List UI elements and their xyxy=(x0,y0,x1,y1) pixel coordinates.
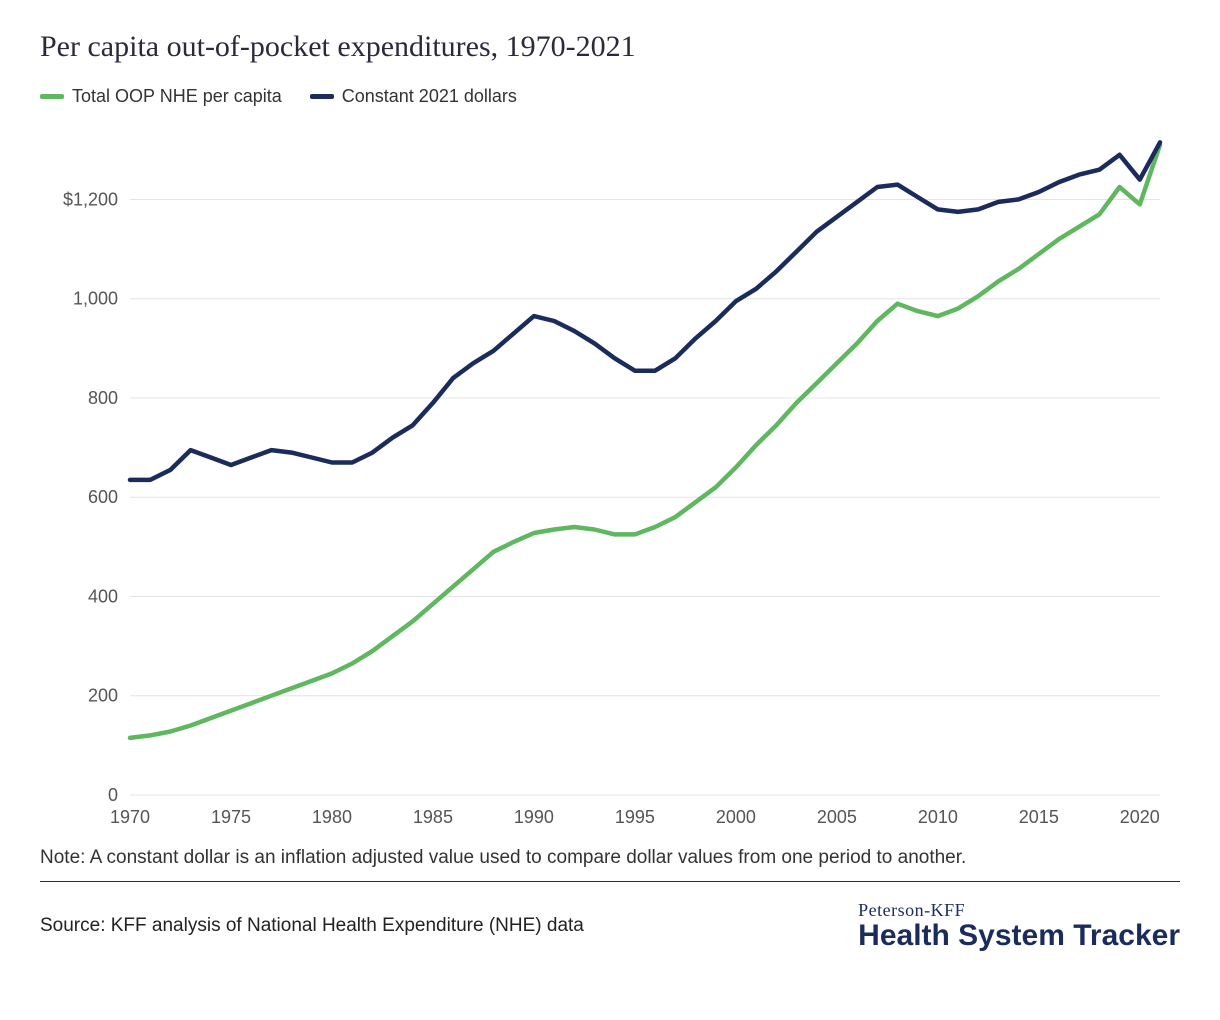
brand-main: Health System Tracker xyxy=(858,921,1180,951)
svg-text:0: 0 xyxy=(108,785,118,805)
legend-swatch-0 xyxy=(40,94,64,99)
svg-text:1995: 1995 xyxy=(615,807,655,827)
brand-top: Peterson-KFF xyxy=(858,900,1180,921)
chart-title: Per capita out-of-pocket expenditures, 1… xyxy=(40,30,1180,64)
svg-text:$1,200: $1,200 xyxy=(63,189,118,209)
svg-text:800: 800 xyxy=(88,388,118,408)
svg-text:2015: 2015 xyxy=(1019,807,1059,827)
footer: Source: KFF analysis of National Health … xyxy=(40,900,1180,951)
svg-text:1985: 1985 xyxy=(413,807,453,827)
svg-text:600: 600 xyxy=(88,487,118,507)
chart-plot: 0 200 400 600 800 1,000 $1,200 1970 1975 1980 1985… xyxy=(40,115,1180,835)
svg-text:1990: 1990 xyxy=(514,807,554,827)
svg-text:2005: 2005 xyxy=(817,807,857,827)
source-text: Source: KFF analysis of National Health … xyxy=(40,915,584,937)
legend-label-0: Total OOP NHE per capita xyxy=(72,86,282,107)
chart-note: Note: A constant dollar is an inflation … xyxy=(40,847,1180,882)
legend-item-1: Constant 2021 dollars xyxy=(310,86,517,107)
chart-svg: 0 200 400 600 800 1,000 $1,200 1970 1975 1980 1985… xyxy=(40,115,1180,835)
svg-text:1975: 1975 xyxy=(211,807,251,827)
svg-text:1,000: 1,000 xyxy=(73,289,118,309)
svg-text:200: 200 xyxy=(88,686,118,706)
svg-text:2010: 2010 xyxy=(918,807,958,827)
svg-text:2020: 2020 xyxy=(1120,807,1160,827)
legend-label-1: Constant 2021 dollars xyxy=(342,86,517,107)
svg-text:2000: 2000 xyxy=(716,807,756,827)
legend: Total OOP NHE per capita Constant 2021 d… xyxy=(40,86,1180,107)
svg-text:1970: 1970 xyxy=(110,807,150,827)
svg-text:400: 400 xyxy=(88,586,118,606)
brand-logo: Peterson-KFF Health System Tracker xyxy=(858,900,1180,951)
legend-swatch-1 xyxy=(310,94,334,99)
svg-text:1980: 1980 xyxy=(312,807,352,827)
legend-item-0: Total OOP NHE per capita xyxy=(40,86,282,107)
